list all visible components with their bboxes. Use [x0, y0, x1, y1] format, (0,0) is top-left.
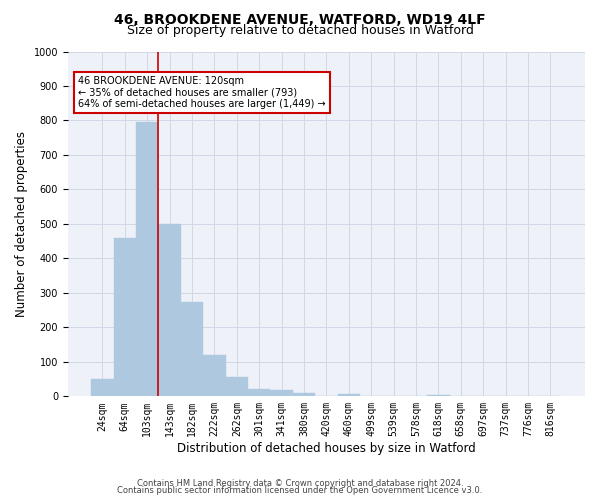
Bar: [226, 376, 248, 396]
Bar: [271, 390, 293, 396]
Bar: [203, 355, 226, 397]
Text: Contains public sector information licensed under the Open Government Licence v3: Contains public sector information licen…: [118, 486, 482, 495]
Bar: [293, 392, 315, 396]
Bar: [136, 122, 158, 396]
Text: Size of property relative to detached houses in Watford: Size of property relative to detached ho…: [127, 24, 473, 37]
Text: 46, BROOKDENE AVENUE, WATFORD, WD19 4LF: 46, BROOKDENE AVENUE, WATFORD, WD19 4LF: [114, 12, 486, 26]
Bar: [338, 394, 360, 396]
Bar: [113, 238, 136, 396]
Bar: [248, 390, 271, 396]
Bar: [158, 224, 181, 396]
Bar: [181, 302, 203, 396]
X-axis label: Distribution of detached houses by size in Watford: Distribution of detached houses by size …: [177, 442, 476, 455]
Bar: [91, 379, 113, 396]
Bar: [427, 394, 449, 396]
Y-axis label: Number of detached properties: Number of detached properties: [15, 131, 28, 317]
Text: 46 BROOKDENE AVENUE: 120sqm
← 35% of detached houses are smaller (793)
64% of se: 46 BROOKDENE AVENUE: 120sqm ← 35% of det…: [78, 76, 326, 109]
Text: Contains HM Land Registry data © Crown copyright and database right 2024.: Contains HM Land Registry data © Crown c…: [137, 478, 463, 488]
